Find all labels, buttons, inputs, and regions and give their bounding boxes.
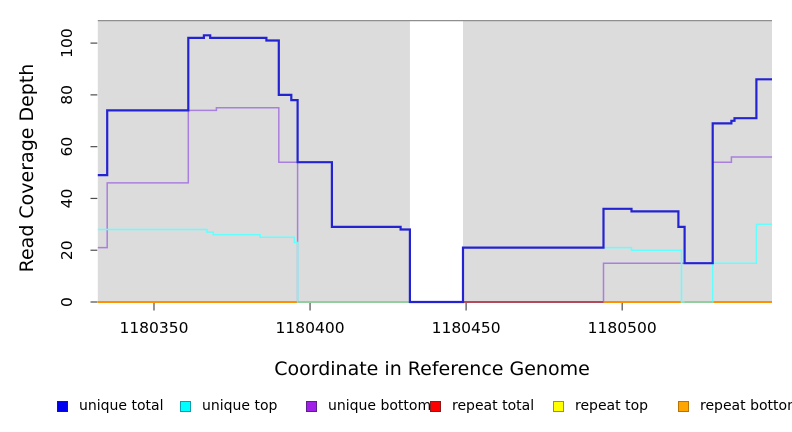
x-tick-label: 1180500	[588, 319, 657, 337]
y-tick-label: 0	[58, 297, 76, 307]
masked-region	[409, 20, 463, 302]
x-tick-label: 1180400	[276, 319, 345, 337]
series-unique-bottom-line	[97, 107, 772, 303]
y-tick-label: 100	[58, 28, 76, 58]
y-axis-title: Read Coverage Depth	[16, 63, 38, 273]
y-tick-label: 60	[58, 137, 76, 157]
y-tick-label: 20	[58, 240, 76, 260]
y-tick-label: 80	[58, 85, 76, 105]
series-unique-total-line	[97, 34, 772, 304]
y-tick-label: 40	[58, 189, 76, 209]
x-tick-label: 1180450	[432, 319, 501, 337]
x-axis-title: Coordinate in Reference Genome	[274, 358, 590, 380]
x-tick-label: 1180350	[119, 319, 188, 337]
